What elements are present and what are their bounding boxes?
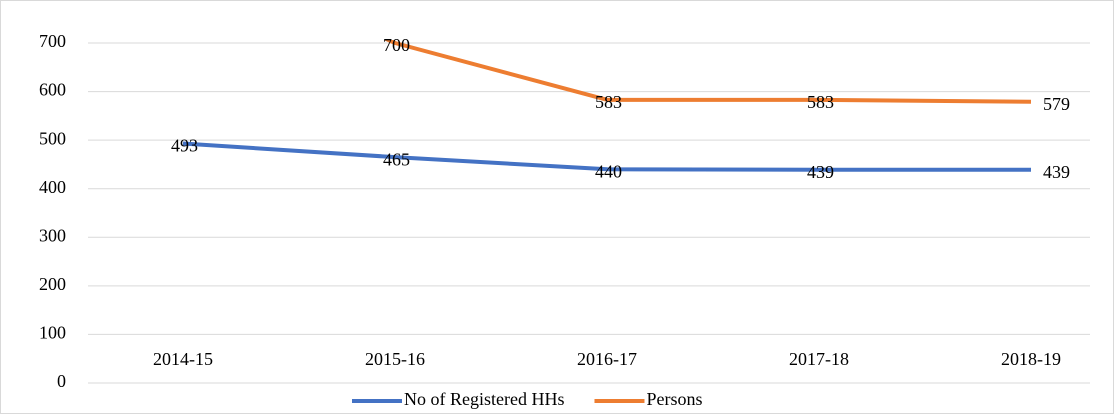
data-label: 579 — [1043, 94, 1070, 114]
series-line — [383, 40, 1032, 104]
y-tick-label: 300 — [39, 225, 66, 245]
y-tick-label: 500 — [39, 128, 66, 148]
legend-label: No of Registered HHs — [404, 389, 564, 409]
data-label: 465 — [383, 149, 410, 169]
data-label: 700 — [383, 35, 410, 55]
x-tick-label: 2014-15 — [153, 349, 213, 369]
y-tick-label: 400 — [39, 177, 66, 197]
data-label: 439 — [807, 162, 834, 182]
legend-label: Persons — [646, 389, 702, 409]
series-line — [182, 141, 1031, 172]
data-label: 439 — [1043, 162, 1070, 182]
data-label: 440 — [595, 161, 622, 181]
x-tick-label: 2018-19 — [1001, 349, 1061, 369]
x-tick-label: 2016-17 — [577, 349, 637, 369]
x-tick-label: 2015-16 — [365, 349, 425, 369]
plot-area — [182, 40, 1032, 172]
y-tick-label: 700 — [39, 31, 66, 51]
y-tick-label: 600 — [39, 80, 66, 100]
data-label: 493 — [171, 136, 198, 156]
y-tick-label: 0 — [57, 371, 66, 391]
y-tick-label: 200 — [39, 274, 66, 294]
data-label: 583 — [807, 92, 834, 112]
data-label: 583 — [595, 92, 622, 112]
y-tick-label: 100 — [39, 323, 66, 343]
x-tick-label: 2017-18 — [789, 349, 849, 369]
